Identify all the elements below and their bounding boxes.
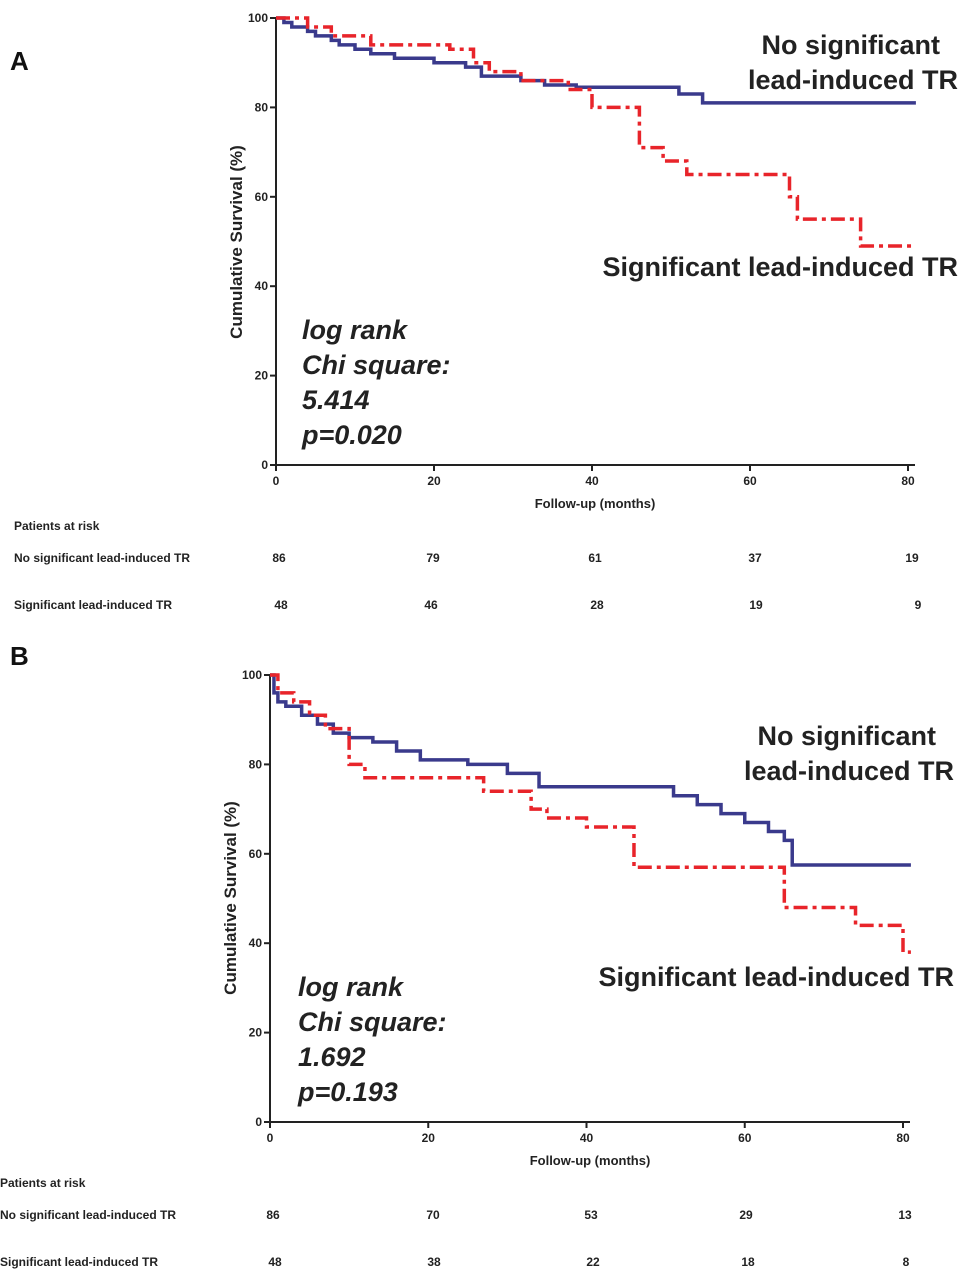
panel-letter-b: B	[10, 641, 29, 671]
y-tick-label-20: 20	[255, 369, 269, 383]
stats-annotation-b: log rank Chi square: 1.692 p=0.193	[297, 972, 447, 1107]
x-tick-label-20: 20	[427, 474, 441, 488]
curve-significant-b	[270, 673, 911, 954]
stat-line-3-a: 5.414	[302, 385, 370, 415]
risk-value-a-r0-c1: 79	[426, 551, 440, 565]
axes-b: 0 20 40 60 80 0 20 40 60 80 100	[242, 668, 910, 1145]
risk-value-b-r1-c1: 38	[427, 1255, 441, 1269]
y-tick-label-80: 80	[249, 757, 263, 771]
curve-label-no-significant-line1-b: No significant	[757, 721, 936, 751]
curve-significant-a	[276, 16, 916, 248]
x-tick-label-20: 20	[422, 1131, 436, 1145]
risk-value-b-r0-c1: 70	[426, 1208, 440, 1222]
risk-value-b-r1-c2: 22	[586, 1255, 600, 1269]
curve-label-no-significant-line1-a: No significant	[761, 30, 940, 60]
y-tick-label-100: 100	[248, 11, 268, 25]
x-tick-label-80: 80	[896, 1131, 910, 1145]
stat-line-1-a: log rank	[302, 315, 409, 345]
y-axis-title-a: Cumulative Survival (%)	[227, 145, 246, 339]
stat-line-3-b: 1.692	[298, 1042, 366, 1072]
risk-value-a-r1-c1: 46	[424, 598, 438, 612]
stat-line-2-a: Chi square:	[302, 350, 451, 380]
risk-value-a-r0-c3: 37	[748, 551, 762, 565]
risk-value-b-r1-c0: 48	[268, 1255, 282, 1269]
risk-row-label-no-significant-b: No significant lead-induced TR	[0, 1208, 176, 1222]
y-tick-label-100: 100	[242, 668, 262, 682]
y-tick-label-20: 20	[249, 1026, 263, 1040]
stat-line-1-b: log rank	[298, 972, 405, 1002]
ticks-a: 0 20 40 60 80 0 20 40 60 80 100	[248, 11, 915, 488]
curves-b	[270, 673, 911, 954]
stat-line-4-a: p=0.020	[301, 420, 402, 450]
x-axis-title-b: Follow-up (months)	[530, 1153, 651, 1168]
y-tick-label-0: 0	[255, 1115, 262, 1129]
stat-line-4-b: p=0.193	[297, 1077, 398, 1107]
x-tick-label-80: 80	[901, 474, 915, 488]
patients-at-risk-table-b: Patients at risk No significant lead-ind…	[0, 1176, 912, 1269]
y-tick-label-80: 80	[255, 100, 269, 114]
risk-title-b: Patients at risk	[0, 1176, 86, 1190]
panel-b: B Cumulative Survival (%) Follow-up (mon…	[0, 641, 954, 1269]
x-tick-label-40: 40	[580, 1131, 594, 1145]
risk-value-b-r0-c0: 86	[266, 1208, 280, 1222]
y-axis-title-b: Cumulative Survival (%)	[221, 801, 240, 995]
risk-row-label-significant-b: Significant lead-induced TR	[0, 1255, 158, 1269]
risk-value-b-r1-c3: 18	[741, 1255, 755, 1269]
risk-value-b-r0-c2: 53	[584, 1208, 598, 1222]
ticks-b: 0 20 40 60 80 0 20 40 60 80 100	[242, 668, 910, 1145]
risk-row-label-significant-a: Significant lead-induced TR	[14, 598, 172, 612]
x-tick-label-0: 0	[267, 1131, 274, 1145]
risk-title-a: Patients at risk	[14, 519, 100, 533]
y-tick-label-40: 40	[249, 936, 263, 950]
y-tick-label-60: 60	[255, 190, 269, 204]
y-tick-label-0: 0	[261, 458, 268, 472]
risk-value-b-r1-c4: 8	[903, 1255, 910, 1269]
risk-value-b-r0-c3: 29	[739, 1208, 753, 1222]
x-tick-label-0: 0	[273, 474, 280, 488]
curve-label-no-significant-line2-a: lead-induced TR	[748, 65, 958, 95]
risk-value-a-r0-c0: 86	[272, 551, 286, 565]
risk-value-a-r0-c4: 19	[905, 551, 919, 565]
x-tick-label-60: 60	[743, 474, 757, 488]
risk-row-label-no-significant-a: No significant lead-induced TR	[14, 551, 190, 565]
panel-letter-a: A	[10, 46, 29, 76]
risk-value-a-r1-c0: 48	[274, 598, 288, 612]
curves-a	[276, 16, 916, 248]
y-tick-label-40: 40	[255, 279, 269, 293]
risk-value-b-r0-c4: 13	[898, 1208, 912, 1222]
risk-value-a-r1-c4: 9	[915, 598, 922, 612]
curve-no-significant-a	[276, 16, 916, 105]
x-tick-label-60: 60	[738, 1131, 752, 1145]
risk-value-a-r1-c3: 19	[749, 598, 763, 612]
stat-line-2-b: Chi square:	[298, 1007, 447, 1037]
curve-label-significant-b: Significant lead-induced TR	[598, 962, 954, 992]
curve-label-no-significant-line2-b: lead-induced TR	[744, 756, 954, 786]
risk-value-a-r1-c2: 28	[590, 598, 604, 612]
curve-no-significant-b	[270, 673, 911, 867]
patients-at-risk-table-a: Patients at risk No significant lead-ind…	[14, 519, 922, 612]
panel-a: A Cumulative Survival (%) Follow-up (mon…	[10, 11, 958, 612]
y-tick-label-60: 60	[249, 847, 263, 861]
x-axis-title-a: Follow-up (months)	[535, 496, 656, 511]
risk-value-a-r0-c2: 61	[588, 551, 602, 565]
x-tick-label-40: 40	[585, 474, 599, 488]
stats-annotation-a: log rank Chi square: 5.414 p=0.020	[301, 315, 451, 450]
curve-label-significant-a: Significant lead-induced TR	[602, 252, 958, 282]
axes-a: 0 20 40 60 80 0 20 40 60 80 100	[248, 11, 915, 488]
